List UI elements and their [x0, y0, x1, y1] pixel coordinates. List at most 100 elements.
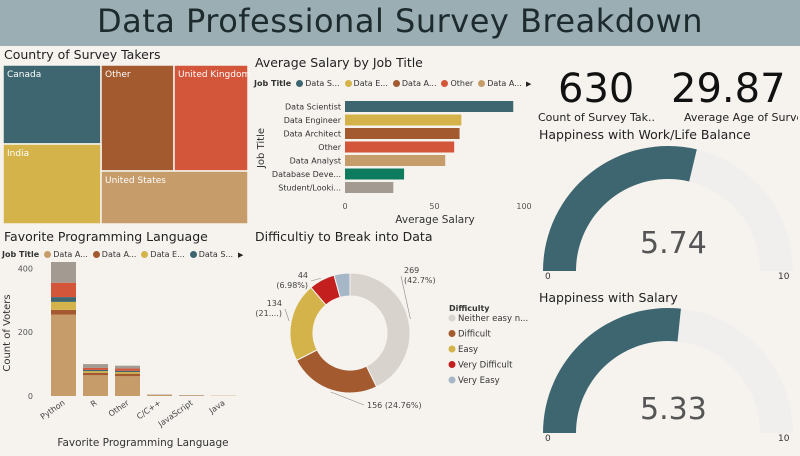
language-bar-segment-python: [51, 297, 76, 302]
language-y-axis-label: Count of Voters: [2, 294, 13, 371]
worklife-title: Happiness with Work/Life Balance: [539, 127, 751, 142]
worklife-gauge-min: 0: [545, 272, 551, 282]
treemap-cell-other: [100, 64, 175, 172]
donut-legend-title: Difficulty: [449, 304, 490, 313]
language-y-tick: 200: [18, 328, 33, 337]
salary-gauge: [543, 308, 793, 433]
salary-legend-title: Job Title: [254, 79, 292, 88]
language-legend-swatch: [141, 251, 149, 258]
donut-legend-swatch: [448, 330, 456, 337]
salary-bar-chart: Data Scientist Data Engineer Data Architec…: [256, 101, 532, 226]
worklife-gauge: [543, 145, 793, 271]
salary-gauge-min: 0: [545, 434, 551, 444]
legend-scroll-arrow[interactable]: ▶: [526, 80, 532, 88]
treemap-panel: Country of Survey Takers Canada Other Unit…: [0, 46, 252, 228]
salary-legend-entry[interactable]: Data A...: [401, 79, 437, 88]
page-title: Data Professional Survey Breakdown: [96, 2, 704, 40]
salary-x-tick: 100: [516, 202, 531, 211]
language-legend-title: Job Title: [2, 250, 40, 259]
language-category-label: C/C++: [135, 398, 163, 421]
salary-bar-data-analyst: [345, 155, 446, 166]
language-legend-entry[interactable]: Data A...: [53, 250, 88, 259]
donut-leader-line: [400, 275, 411, 319]
language-bar-segment-r: [83, 367, 108, 370]
language-bar-segment-r: [83, 375, 108, 396]
salary-title: Average Salary by Job Title: [255, 55, 423, 70]
salary-legend-entry[interactable]: Data A...: [487, 79, 522, 88]
treemap-cell-india: [2, 143, 102, 225]
language-bar-segment-other: [115, 370, 140, 373]
donut-slice-neither-easy-n: [349, 272, 411, 388]
salary-legend-entry[interactable]: Data S...: [305, 79, 340, 88]
treemap-label-united-kingdom: United Kingdom: [178, 70, 250, 80]
salary-y-axis-label: Job Title: [256, 128, 267, 169]
salary-category-label: Data Analyst: [290, 157, 341, 166]
language-legend-entry[interactable]: Data S...: [198, 250, 234, 259]
language-bar-segment-python: [51, 282, 76, 298]
salary-gauge-panel: Happiness with Salary 5.33 0 10: [535, 288, 800, 456]
language-bar-segment-c-c: [147, 394, 172, 396]
salary-bar-data-engineer: [345, 114, 462, 126]
language-legend-entry[interactable]: Data A...: [101, 250, 137, 259]
donut-legend-entry: Very Difficult: [458, 361, 513, 371]
donut-legend-swatch: [448, 376, 456, 384]
donut-data-label: 156 (24.76%): [367, 401, 422, 410]
language-category-label: Java: [207, 398, 227, 416]
language-bar-segment-r: [83, 364, 108, 368]
donut-slice-difficult: [295, 349, 378, 394]
salary-legend-swatch: [441, 80, 449, 87]
salary-legend-swatch: [392, 80, 400, 87]
salary-category-label: Data Scientist: [285, 103, 341, 112]
salary-legend-swatch: [478, 80, 486, 87]
language-legend-entry[interactable]: Data E...: [150, 250, 185, 259]
worklife-gauge-value: 5.74: [640, 226, 707, 261]
salary-legend-entry[interactable]: Other: [450, 79, 474, 88]
donut-legend-swatch: [448, 314, 456, 322]
kpi-age-label: Average Age of Survey Ta...: [684, 111, 798, 124]
salary-category-label: Student/Looki...: [278, 184, 341, 193]
donut-data-label: 269: [404, 266, 419, 275]
donut-legend-entry: Difficult: [458, 330, 492, 340]
salary-bar-data-architect: [345, 128, 460, 139]
language-title: Favorite Programming Language: [4, 229, 208, 244]
gauge-fill: [543, 145, 697, 271]
kpi-age-value: 29.87: [671, 66, 786, 112]
language-legend-swatch: [44, 251, 52, 258]
salary-x-axis-label: Average Salary: [395, 214, 474, 226]
worklife-gauge-max: 10: [778, 272, 790, 282]
language-bar-chart: Python R Other C/C++JavaScript Java 0 200 400 Fa…: [2, 262, 236, 449]
language-category-label: Python: [39, 398, 67, 421]
salary-x-tick: 0: [342, 202, 347, 211]
kpi-panel: 630 Count of Survey Tak... 29.87 Average…: [535, 46, 800, 126]
language-legend: Job Title Data A... Data A... Data E... Data…: [2, 250, 233, 259]
language-bar-segment-other: [115, 372, 140, 374]
donut-data-label: 134: [267, 299, 282, 308]
treemap-cell-united-states: [100, 170, 249, 225]
language-bar-segment-other: [115, 376, 140, 396]
treemap-label-united-states: United States: [105, 176, 166, 186]
salary-category-label: Other: [318, 143, 341, 152]
donut-data-label: 44: [298, 271, 308, 280]
legend-scroll-arrow[interactable]: ▶: [238, 251, 244, 259]
language-legend-swatch: [92, 251, 100, 258]
donut-legend-entry: Easy: [458, 345, 478, 355]
salary-gauge-max: 10: [778, 434, 790, 444]
salary-legend-entry[interactable]: Data E...: [353, 79, 388, 88]
salary-bar-database-deve: [345, 168, 405, 180]
salary-panel: Average Salary by Job Title Job Title Dat…: [252, 46, 535, 228]
salary-gauge-value: 5.33: [640, 392, 707, 427]
salary-legend-swatch: [344, 80, 352, 87]
difficulty-donut-chart: 269(42.7%) 156 (24.76%) 134(21....) 44(6.98…: [255, 266, 528, 410]
difficulty-title: Difficultiy to Break into Data: [255, 229, 433, 244]
language-y-tick: 0: [28, 392, 33, 401]
gauge-fill: [543, 308, 681, 433]
kpi-count-value: 630: [558, 66, 635, 112]
salary-legend-swatch: [296, 80, 304, 87]
language-bar-segment-other: [115, 368, 140, 371]
treemap-title: Country of Survey Takers: [4, 47, 161, 62]
donut-slice-very-easy: [333, 272, 351, 298]
donut-leader-line: [330, 391, 365, 406]
treemap-label-india: India: [7, 149, 29, 159]
donut-legend-swatch: [448, 361, 456, 368]
donut-legend-entry: Very Easy: [458, 376, 500, 386]
